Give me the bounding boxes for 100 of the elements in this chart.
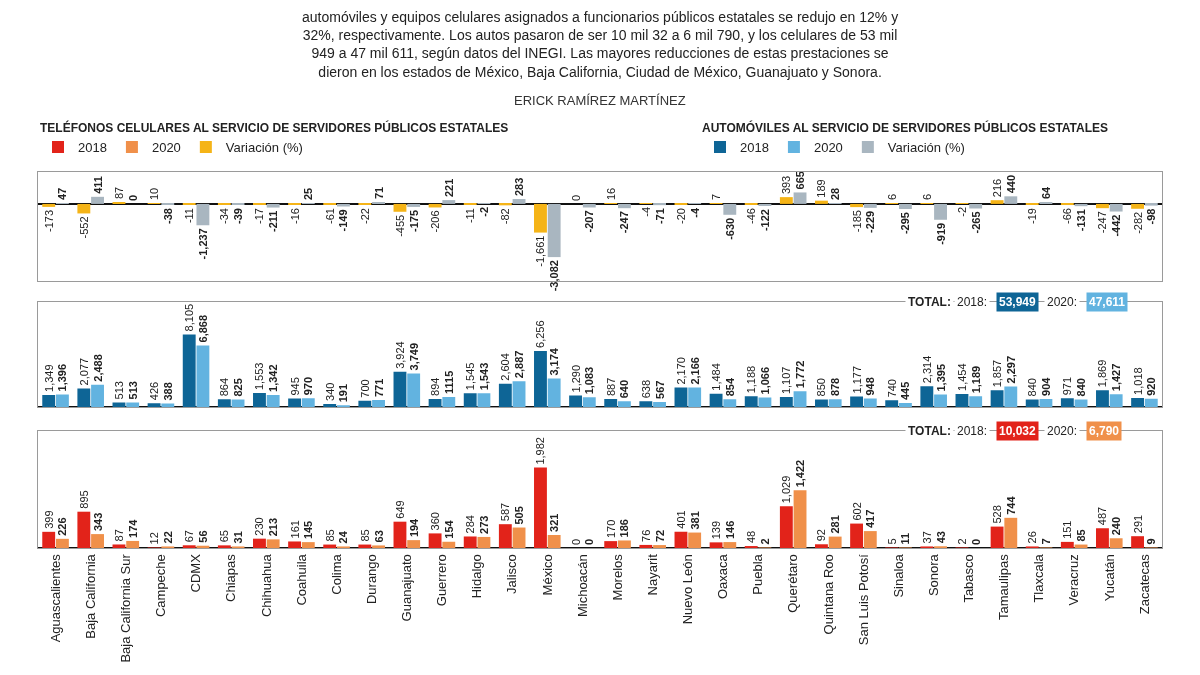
bar: [547, 534, 561, 548]
data-label: 186: [618, 519, 631, 538]
data-label: 284: [464, 515, 477, 534]
data-label: -1,661: [534, 235, 547, 267]
x-tick-label: Nuevo León: [680, 554, 696, 625]
bar: [723, 203, 737, 215]
text: 6,790: [1089, 424, 1120, 438]
legend-label: Variación (%): [887, 140, 965, 155]
bar: [42, 394, 56, 407]
bar: [723, 399, 737, 407]
bar: [534, 467, 547, 548]
text: 47,611: [1089, 295, 1126, 309]
bar: [301, 542, 315, 548]
data-label: 72: [653, 529, 666, 543]
bar: [1131, 536, 1145, 548]
text: 2018:: [957, 424, 988, 438]
data-label: -2: [955, 207, 968, 217]
data-label: 85: [1075, 529, 1088, 542]
bar: [182, 334, 196, 407]
bar: [617, 401, 631, 407]
bar: [428, 398, 442, 407]
bar: [709, 393, 723, 407]
data-label: 230: [253, 517, 266, 536]
bar: [1144, 398, 1158, 407]
text: 2020:: [1047, 295, 1078, 309]
data-label: -630: [723, 217, 736, 240]
data-label: 887: [604, 377, 617, 397]
bar: [288, 398, 302, 407]
data-label: 92: [815, 529, 828, 542]
bar: [77, 511, 91, 548]
data-label: 170: [604, 519, 617, 539]
x-tick-label: Guerrero: [434, 554, 450, 607]
bar: [1039, 398, 1053, 407]
bar: [126, 402, 140, 407]
data-label: 2,077: [77, 357, 90, 386]
data-label: 3,924: [393, 341, 406, 369]
data-label: 87: [112, 529, 125, 542]
data-label: 213: [267, 518, 280, 537]
bar: [688, 532, 702, 548]
x-tick-label: Querétaro: [785, 554, 801, 613]
bar: [91, 196, 104, 204]
bar: [1096, 528, 1109, 548]
bar: [463, 393, 477, 407]
data-label: 291: [1131, 514, 1144, 534]
data-label: -175: [407, 209, 420, 232]
bar: [407, 203, 421, 207]
bar: [920, 386, 934, 407]
bar: [639, 544, 653, 548]
bar: [793, 192, 807, 204]
data-label: 11: [899, 532, 912, 545]
x-tick-label: Baja California: [82, 553, 98, 639]
data-label: -552: [77, 216, 90, 239]
data-label: 1,982: [534, 437, 547, 465]
bar: [217, 399, 231, 407]
x-tick-label: Quintana Roo: [820, 554, 836, 635]
bar: [815, 200, 828, 204]
bar: [863, 203, 877, 208]
data-label: 1,553: [253, 362, 266, 391]
data-label: 283: [513, 177, 526, 197]
bar: [77, 388, 91, 407]
data-label: 393: [780, 175, 793, 195]
data-label: 945: [288, 377, 301, 396]
data-label: -295: [899, 212, 912, 235]
data-label: -455: [393, 214, 406, 237]
x-tick-label: Sinaloa: [890, 553, 906, 598]
data-label: -207: [583, 210, 596, 233]
x-tick-label: CDMX: [188, 553, 204, 593]
x-tick-label: Colima: [328, 553, 344, 595]
data-label: 28: [829, 187, 842, 200]
data-label: 25: [302, 187, 315, 200]
bar: [266, 203, 280, 208]
data-label: 145: [302, 520, 315, 540]
bar: [1074, 399, 1088, 407]
data-label: -16: [288, 208, 301, 224]
data-label: 281: [829, 515, 842, 534]
bar: [815, 399, 828, 407]
data-label: 2,170: [674, 357, 687, 385]
x-tick-label: Michoacán: [574, 554, 590, 618]
bar: [512, 527, 526, 548]
bar: [1109, 394, 1123, 407]
bar: [955, 393, 969, 407]
data-label: 513: [112, 381, 125, 400]
x-tick-label: Tabasco: [961, 554, 977, 603]
bar: [77, 203, 91, 214]
bar: [653, 545, 666, 548]
data-label: 0: [583, 538, 596, 545]
data-label: 1,484: [710, 363, 723, 391]
bar: [828, 536, 842, 548]
bar: [463, 536, 477, 548]
data-label: 638: [639, 379, 652, 399]
bar: [477, 393, 491, 407]
bar: [1131, 203, 1145, 209]
data-label: 528: [991, 505, 1004, 524]
bar: [779, 197, 793, 204]
bar: [112, 544, 126, 548]
x-tick-label: Baja California Sur: [118, 553, 134, 663]
bar: [126, 540, 140, 548]
text: ERICK RAMÍREZ MARTÍNEZ: [514, 93, 686, 108]
bar: [112, 402, 126, 407]
data-label: -61: [323, 208, 336, 224]
